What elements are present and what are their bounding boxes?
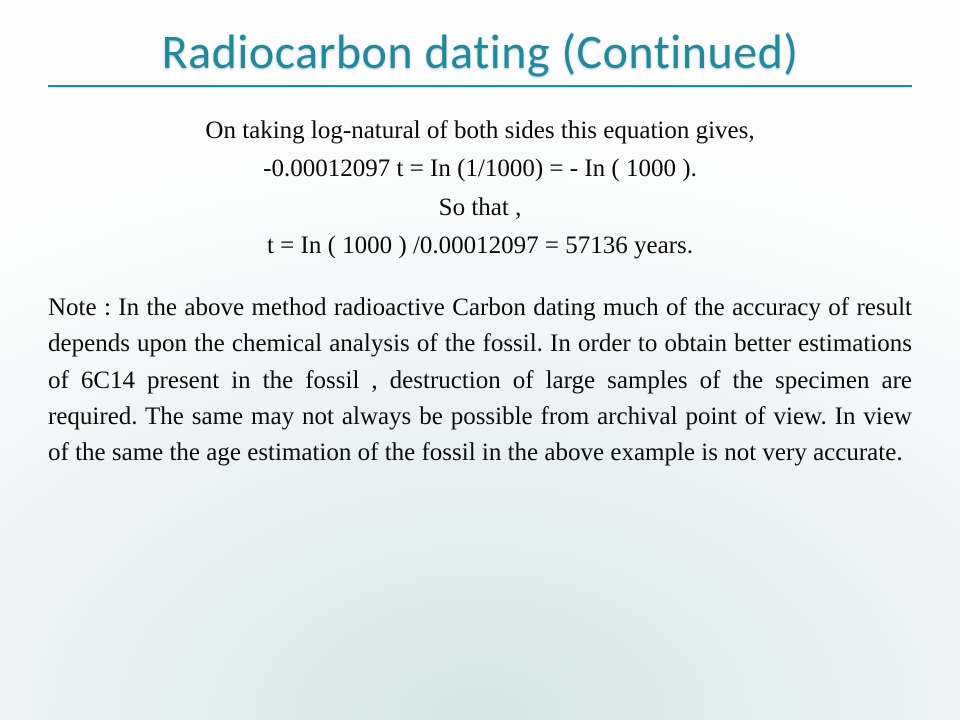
line-equation-1: -0.00012097 t = In (1/1000) = - In ( 100… — [48, 151, 912, 187]
title-underline — [48, 85, 912, 87]
paragraph-gap — [48, 264, 912, 290]
line-so-that: So that , — [48, 190, 912, 226]
slide: Radiocarbon dating (Continued) On taking… — [0, 0, 960, 720]
slide-body: On taking log-natural of both sides this… — [48, 113, 912, 471]
slide-title: Radiocarbon dating (Continued) — [48, 22, 912, 81]
line-equation-2: t = In ( 1000 ) /0.00012097 = 57136 year… — [48, 228, 912, 264]
note-paragraph: Note : In the above method radioactive C… — [48, 290, 912, 471]
line-intro: On taking log-natural of both sides this… — [48, 113, 912, 149]
